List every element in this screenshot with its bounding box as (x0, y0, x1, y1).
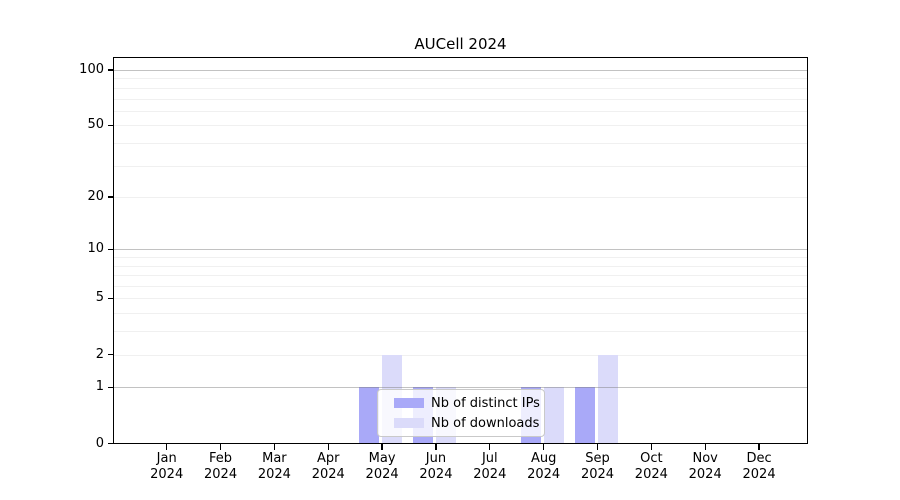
chart-title: AUCell 2024 (414, 35, 507, 53)
x-tick-label-may: May 2024 (365, 451, 399, 482)
x-tick-label-oct: Oct 2024 (634, 451, 668, 482)
minor-gridline-40 (114, 142, 807, 144)
x-tick-label-mar: Mar 2024 (257, 451, 291, 482)
x-tick-label-feb: Feb 2024 (204, 451, 238, 482)
bar-may-nb-of-distinct-ips (359, 387, 380, 444)
y-tick-label-5: 5 (95, 290, 104, 306)
plot-area (112, 57, 808, 444)
x-tick-label-jun: Jun 2024 (419, 451, 453, 482)
minor-gridline-8 (114, 265, 807, 267)
y-tick-100 (107, 69, 114, 71)
minor-gridline-2 (114, 354, 807, 356)
major-gridline-1 (114, 387, 807, 389)
legend-row-distinct-ips: Nb of distinct IPs (394, 396, 544, 411)
y-tick-50 (107, 124, 114, 126)
y-tick-10 (107, 248, 114, 251)
x-tick-feb (219, 443, 222, 450)
minor-gridline-70 (114, 98, 807, 100)
x-tick-aug (543, 443, 545, 450)
legend-swatch-distinct-ips (394, 398, 424, 408)
minor-gridline-60 (114, 110, 807, 112)
x-tick-may (381, 443, 383, 450)
y-tick-label-50: 50 (87, 117, 104, 133)
y-tick-5 (107, 297, 114, 300)
y-tick-label-1: 1 (95, 379, 104, 395)
y-tick-1 (107, 386, 114, 389)
minor-gridline-6 (114, 286, 807, 288)
x-tick-label-jul: Jul 2024 (473, 451, 507, 482)
legend: Nb of distinct IPs Nb of downloads (377, 389, 545, 437)
x-tick-label-jan: Jan 2024 (150, 451, 184, 482)
minor-gridline-90 (114, 78, 807, 80)
legend-label-distinct-ips: Nb of distinct IPs (431, 395, 540, 411)
y-tick-0 (107, 442, 114, 445)
y-tick-label-100: 100 (79, 62, 104, 77)
minor-gridline-50 (114, 125, 807, 127)
minor-gridline-3 (114, 331, 807, 333)
x-tick-jun (435, 443, 437, 450)
x-tick-label-nov: Nov 2024 (688, 451, 722, 482)
legend-swatch-downloads (394, 418, 424, 428)
x-tick-apr (327, 443, 329, 450)
x-tick-nov (704, 443, 706, 450)
minor-gridline-9 (114, 257, 807, 259)
x-tick-oct (650, 443, 652, 450)
x-tick-label-dec: Dec 2024 (742, 451, 776, 482)
x-tick-jan (166, 443, 168, 450)
major-gridline-10 (114, 249, 807, 251)
y-tick-label-10: 10 (87, 241, 104, 257)
minor-gridline-20 (114, 197, 807, 199)
bar-sep-nb-of-downloads (597, 354, 618, 444)
y-tick-label-0: 0 (95, 435, 104, 451)
x-tick-label-apr: Apr 2024 (311, 451, 345, 482)
bar-aug-nb-of-downloads (543, 387, 564, 444)
x-tick-label-sep: Sep 2024 (580, 451, 615, 482)
minor-gridline-80 (114, 87, 807, 89)
x-tick-sep (596, 443, 599, 450)
x-tick-label-aug: Aug 2024 (527, 451, 561, 482)
minor-gridline-7 (114, 275, 807, 277)
y-tick-label-2: 2 (95, 346, 104, 362)
y-tick-label-20: 20 (87, 189, 104, 205)
bar-sep-nb-of-distinct-ips (574, 387, 595, 444)
major-gridline-100 (114, 70, 807, 71)
x-tick-dec (758, 443, 760, 450)
legend-row-downloads: Nb of downloads (394, 416, 544, 431)
x-tick-jul (489, 443, 491, 450)
minor-gridline-4 (114, 313, 807, 315)
legend-label-downloads: Nb of downloads (431, 415, 540, 431)
x-tick-mar (273, 443, 276, 450)
minor-gridline-5 (114, 298, 807, 300)
minor-gridline-30 (114, 165, 807, 167)
y-tick-2 (107, 353, 114, 356)
y-tick-20 (107, 196, 114, 198)
